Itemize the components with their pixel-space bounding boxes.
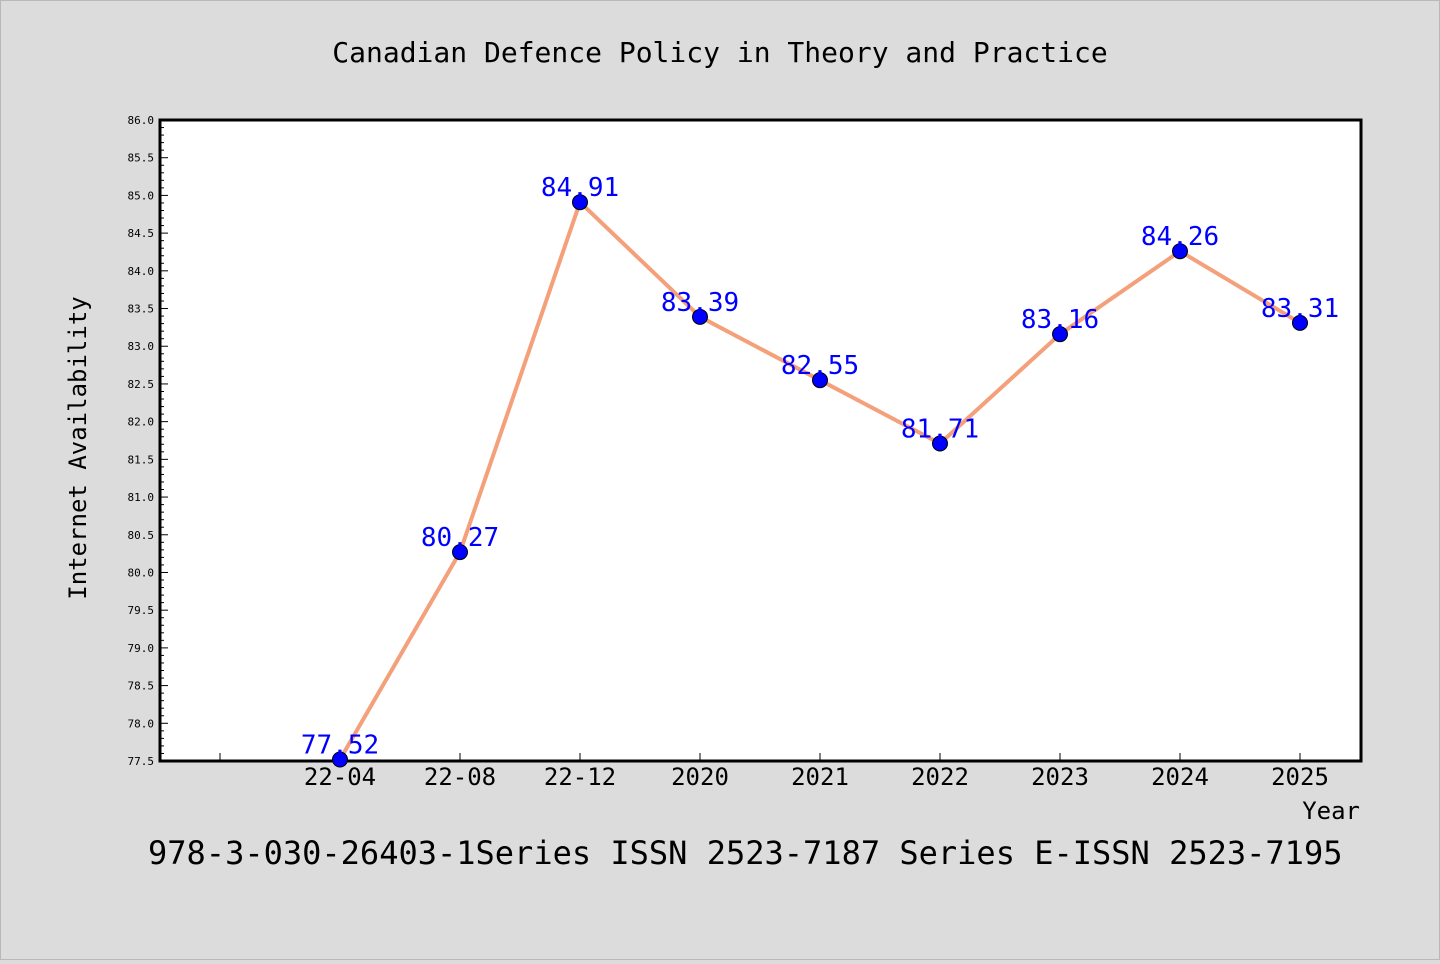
y-tick-label: 84.5: [128, 227, 155, 240]
x-tick-label: 22-12: [544, 763, 616, 791]
data-label: 84.91: [541, 173, 619, 203]
data-point: [1172, 243, 1188, 260]
y-tick-label: 84.0: [128, 265, 155, 278]
data-label: 83.16: [1021, 305, 1099, 335]
x-tick-label: 2025: [1271, 763, 1329, 791]
data-labels: 77.52 80.27 84.91 83.39 82.55 81.71 83.16 84.26…: [301, 173, 1339, 760]
footer-isbn-text: 978-3-030-26403-1Series ISSN 2523-7187 S…: [148, 834, 1342, 872]
data-label: 84.26: [1141, 222, 1219, 252]
y-tick-label: 79.0: [128, 642, 155, 655]
data-point: [332, 751, 348, 768]
data-label: 81.71: [901, 415, 979, 445]
y-tick-label: 78.5: [128, 680, 155, 693]
y-tick-label: 77.5: [128, 755, 155, 768]
y-axis: 77.5 78.0 78.5 79.0 79.5 80.0 80.5 81.0 81.5 82.0…: [128, 114, 168, 768]
x-tick-label: 2024: [1151, 763, 1209, 791]
x-tick-label: 2023: [1031, 763, 1089, 791]
y-tick-label: 82.0: [128, 416, 155, 429]
x-tick-label: 2021: [791, 763, 849, 791]
data-point: [572, 194, 588, 211]
y-tick-label: 85.0: [128, 189, 155, 202]
data-label: 83.39: [661, 288, 739, 318]
y-tick-label: 82.5: [128, 378, 155, 391]
x-tick-label: 22-04: [304, 763, 376, 791]
y-tick-label: 80.0: [128, 566, 155, 579]
y-axis-label: Internet Availability: [64, 296, 92, 599]
x-axis: 22-04 22-08 22-12 2020 2021 2022 2023 2024 2025: [219, 753, 1329, 791]
data-label: 83.31: [1261, 294, 1339, 324]
y-tick-label: 83.0: [128, 340, 155, 353]
chart-title: Canadian Defence Policy in Theory and Pr…: [332, 36, 1107, 69]
data-point: [1052, 326, 1068, 343]
x-axis-label: Year: [1302, 797, 1360, 825]
data-point: [932, 435, 948, 452]
data-point: [1292, 314, 1308, 331]
data-point: [452, 544, 468, 561]
plot-area: [158, 118, 1363, 763]
y-tick-label: 78.0: [128, 717, 155, 730]
x-tick-label: 2022: [911, 763, 969, 791]
y-tick-label: 85.5: [128, 152, 155, 165]
data-label: 82.55: [781, 351, 859, 381]
data-label: 77.52: [301, 730, 379, 760]
y-tick-label: 83.5: [128, 303, 155, 316]
y-tick-label: 86.0: [128, 114, 155, 127]
y-tick-label: 80.5: [128, 529, 155, 542]
x-tick-label: 2020: [671, 763, 729, 791]
x-tick-label: 22-08: [424, 763, 496, 791]
data-point: [812, 372, 828, 389]
y-tick-label: 81.0: [128, 491, 155, 504]
data-point: [692, 308, 708, 325]
series-line: [332, 194, 1308, 768]
data-label: 80.27: [421, 523, 499, 553]
y-tick-label: 79.5: [128, 604, 155, 617]
y-tick-label: 81.5: [128, 453, 155, 466]
